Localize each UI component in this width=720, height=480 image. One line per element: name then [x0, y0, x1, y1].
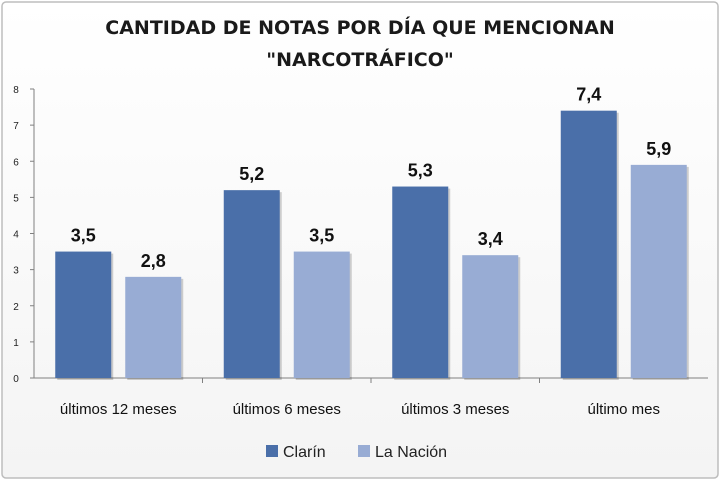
- bar: [55, 251, 112, 378]
- legend-label: Clarín: [283, 444, 326, 461]
- data-label: 5,2: [239, 164, 264, 184]
- bar: [462, 255, 519, 378]
- y-tick-label: 6: [13, 157, 19, 168]
- data-label: 3,5: [71, 226, 96, 246]
- bar: [223, 190, 280, 378]
- x-tick-label: últimos 12 meses: [60, 401, 177, 418]
- chart-title-line-1: CANTIDAD DE NOTAS POR DÍA QUE MENCIONAN: [105, 16, 614, 39]
- data-label: 7,4: [576, 85, 601, 105]
- y-tick-label: 4: [13, 230, 19, 241]
- bar: [293, 251, 350, 378]
- y-tick-label: 5: [13, 193, 19, 204]
- data-label: 3,4: [478, 229, 503, 249]
- bar: [630, 164, 687, 378]
- data-label: 2,8: [141, 251, 166, 271]
- legend-swatch: [266, 445, 278, 457]
- y-tick-label: 7: [13, 121, 19, 132]
- legend-label: La Nación: [375, 444, 447, 461]
- data-label: 5,9: [646, 139, 671, 159]
- y-tick-label: 2: [13, 302, 19, 313]
- data-label: 3,5: [309, 226, 334, 246]
- x-tick-label: últimos 3 meses: [401, 401, 509, 418]
- y-tick-label: 1: [13, 338, 19, 349]
- x-tick-label: último mes: [587, 401, 660, 418]
- bar: [125, 276, 182, 378]
- y-tick-label: 3: [13, 266, 19, 277]
- bar: [392, 186, 449, 378]
- plot-area: 0 1 2 3 4 5 6 7 8 últimos 12 meses últimos 6 meses…: [13, 85, 708, 418]
- legend: Clarín La Nación: [266, 444, 447, 461]
- x-tick-label: últimos 6 meses: [233, 401, 341, 418]
- y-tick-label: 8: [13, 85, 19, 96]
- data-label: 5,3: [408, 161, 433, 181]
- y-tick-label: 0: [13, 374, 19, 385]
- bar: [560, 110, 617, 379]
- legend-swatch: [358, 445, 370, 457]
- chart-title-line-2: "NARCOTRÁFICO": [266, 48, 454, 71]
